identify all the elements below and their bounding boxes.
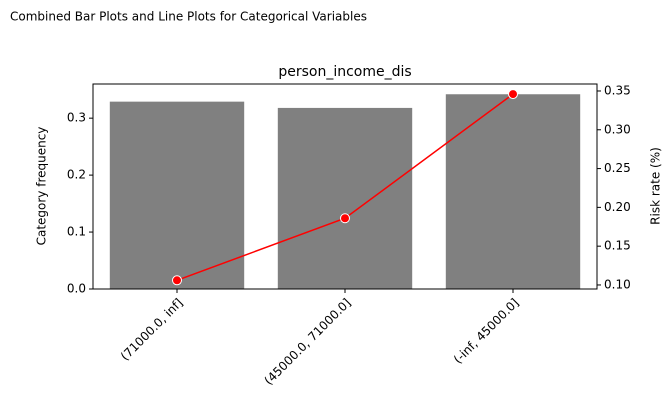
y2-tick-label: 0.30 [604,122,631,136]
bar [277,107,413,290]
y2-tick-label: 0.10 [604,277,631,291]
y-tick-label: 0.0 [67,282,86,296]
x-tick-label: (-inf, 45000.0] [451,296,522,367]
x-tick-label: (71000.0, inf] [118,296,186,364]
y-axis-label: Category frequency [35,127,49,246]
y-tick-label: 0.2 [67,168,86,182]
y2-tick-label: 0.25 [604,161,631,175]
bar [109,101,245,290]
x-tick-label: (45000.0, 71000.0] [261,296,353,388]
line-marker [508,89,518,100]
y2-tick-label: 0.35 [604,83,631,97]
y-tick-label: 0.3 [67,111,86,125]
line-marker [340,213,350,224]
bar [445,94,581,289]
y2-axis-label: Risk rate (%) [649,147,663,225]
line-marker [172,275,182,286]
chart-title: person_income_dis [278,64,411,80]
y-tick-label: 0.1 [67,225,86,239]
suptitle: Combined Bar Plots and Line Plots for Ca… [10,10,367,24]
y2-tick-label: 0.20 [604,200,631,214]
y2-tick-label: 0.15 [604,239,631,253]
